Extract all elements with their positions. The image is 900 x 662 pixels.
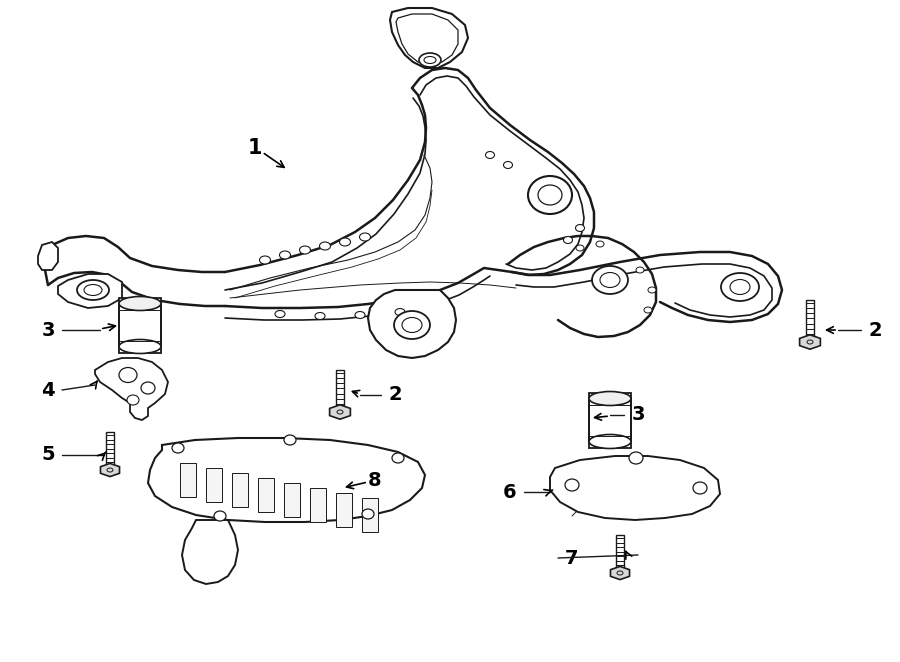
Ellipse shape	[563, 236, 572, 244]
Ellipse shape	[402, 318, 422, 332]
Ellipse shape	[172, 443, 184, 453]
Ellipse shape	[392, 453, 404, 463]
Polygon shape	[610, 567, 629, 580]
Ellipse shape	[214, 511, 226, 521]
Ellipse shape	[617, 571, 623, 575]
Ellipse shape	[730, 279, 750, 295]
Ellipse shape	[362, 509, 374, 519]
Ellipse shape	[359, 233, 371, 241]
Polygon shape	[38, 242, 58, 270]
Polygon shape	[362, 498, 378, 532]
Ellipse shape	[565, 479, 579, 491]
Ellipse shape	[280, 251, 291, 259]
Ellipse shape	[503, 162, 512, 169]
Polygon shape	[95, 358, 168, 420]
Polygon shape	[180, 463, 196, 497]
Polygon shape	[336, 493, 352, 527]
Ellipse shape	[589, 391, 631, 406]
Ellipse shape	[395, 308, 405, 316]
Polygon shape	[589, 393, 631, 448]
Ellipse shape	[315, 312, 325, 320]
Ellipse shape	[119, 367, 137, 383]
Polygon shape	[206, 468, 222, 502]
Polygon shape	[550, 456, 720, 520]
Polygon shape	[258, 478, 274, 512]
Ellipse shape	[355, 312, 365, 318]
Ellipse shape	[589, 434, 631, 448]
Text: 1: 1	[248, 138, 262, 158]
Ellipse shape	[84, 285, 102, 295]
Ellipse shape	[648, 287, 656, 293]
Polygon shape	[806, 300, 814, 342]
Text: 7: 7	[565, 549, 579, 567]
Ellipse shape	[693, 482, 707, 494]
Polygon shape	[336, 370, 344, 412]
Polygon shape	[368, 290, 456, 358]
Polygon shape	[310, 488, 326, 522]
Ellipse shape	[300, 246, 310, 254]
Ellipse shape	[107, 468, 113, 472]
Text: 4: 4	[41, 381, 55, 399]
Text: 6: 6	[503, 483, 517, 502]
Polygon shape	[616, 535, 624, 573]
Ellipse shape	[636, 267, 644, 273]
Polygon shape	[390, 8, 468, 68]
Ellipse shape	[320, 242, 330, 250]
Ellipse shape	[127, 395, 139, 405]
Polygon shape	[148, 438, 425, 522]
Ellipse shape	[629, 452, 643, 464]
Polygon shape	[182, 520, 238, 584]
Polygon shape	[284, 483, 300, 517]
Ellipse shape	[644, 307, 652, 313]
Ellipse shape	[424, 56, 436, 64]
Ellipse shape	[337, 410, 343, 414]
Ellipse shape	[528, 176, 572, 214]
Ellipse shape	[576, 245, 584, 251]
Ellipse shape	[600, 273, 620, 287]
Ellipse shape	[575, 224, 584, 232]
Ellipse shape	[538, 185, 562, 205]
Ellipse shape	[119, 297, 161, 310]
Ellipse shape	[592, 266, 628, 294]
Text: 3: 3	[631, 406, 644, 424]
Ellipse shape	[275, 310, 285, 318]
Text: 3: 3	[41, 320, 55, 340]
Ellipse shape	[339, 238, 350, 246]
Ellipse shape	[77, 280, 109, 300]
Polygon shape	[58, 274, 122, 308]
Polygon shape	[396, 14, 458, 64]
Ellipse shape	[119, 340, 161, 354]
Polygon shape	[799, 335, 821, 349]
Polygon shape	[329, 404, 350, 419]
Ellipse shape	[596, 241, 604, 247]
Ellipse shape	[394, 311, 430, 339]
Polygon shape	[101, 463, 120, 477]
Ellipse shape	[807, 340, 813, 344]
Ellipse shape	[259, 256, 271, 264]
Polygon shape	[119, 297, 161, 352]
Ellipse shape	[284, 435, 296, 445]
Ellipse shape	[485, 152, 494, 158]
Polygon shape	[106, 432, 114, 470]
Polygon shape	[232, 473, 248, 507]
Text: 2: 2	[388, 385, 401, 404]
Text: 2: 2	[868, 320, 882, 340]
Ellipse shape	[721, 273, 759, 301]
Ellipse shape	[141, 382, 155, 394]
Text: 8: 8	[368, 471, 382, 489]
Text: 5: 5	[41, 446, 55, 465]
Ellipse shape	[419, 53, 441, 67]
